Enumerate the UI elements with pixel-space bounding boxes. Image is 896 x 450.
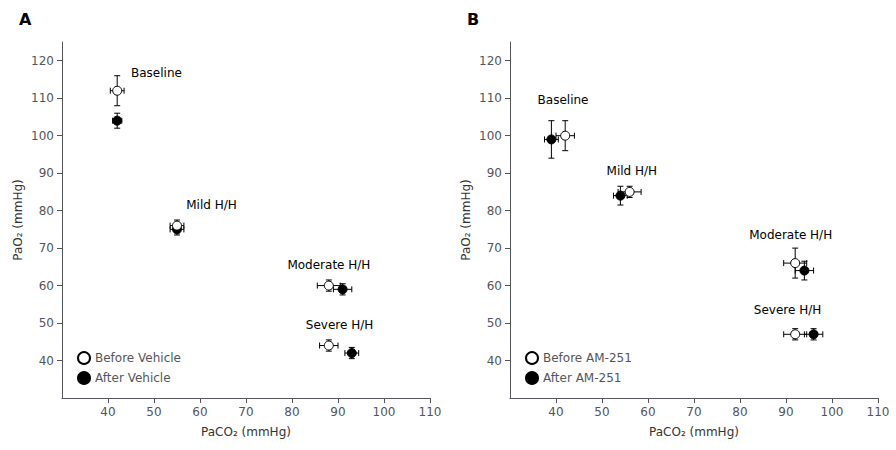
svg-text:70: 70 [686, 405, 701, 419]
svg-text:After Vehicle: After Vehicle [95, 371, 171, 385]
svg-text:PaCO₂ (mmHg): PaCO₂ (mmHg) [201, 425, 291, 439]
svg-text:PaO₂ (mmHg): PaO₂ (mmHg) [11, 179, 25, 261]
svg-text:90: 90 [778, 405, 793, 419]
svg-text:60: 60 [487, 279, 502, 293]
svg-text:120: 120 [479, 54, 502, 68]
svg-text:90: 90 [487, 166, 502, 180]
svg-text:Severe H/H: Severe H/H [754, 303, 821, 317]
svg-text:70: 70 [238, 405, 253, 419]
svg-text:70: 70 [39, 241, 54, 255]
svg-text:50: 50 [594, 405, 609, 419]
svg-text:60: 60 [192, 405, 207, 419]
svg-text:Mild H/H: Mild H/H [186, 198, 237, 212]
svg-text:100: 100 [479, 129, 502, 143]
svg-text:Before AM-251: Before AM-251 [543, 351, 632, 365]
svg-text:50: 50 [39, 316, 54, 330]
svg-text:Baseline: Baseline [538, 93, 589, 107]
svg-text:110: 110 [31, 91, 54, 105]
svg-text:80: 80 [732, 405, 747, 419]
svg-text:110: 110 [419, 405, 442, 419]
svg-text:80: 80 [487, 204, 502, 218]
svg-text:60: 60 [640, 405, 655, 419]
svg-text:40: 40 [39, 354, 54, 368]
svg-text:70: 70 [487, 241, 502, 255]
svg-text:Moderate H/H: Moderate H/H [287, 258, 370, 272]
svg-text:Mild H/H: Mild H/H [607, 164, 658, 178]
svg-text:80: 80 [284, 405, 299, 419]
svg-text:Baseline: Baseline [131, 66, 182, 80]
svg-text:50: 50 [487, 316, 502, 330]
svg-text:Moderate H/H: Moderate H/H [749, 228, 832, 242]
svg-text:80: 80 [39, 204, 54, 218]
svg-text:110: 110 [479, 91, 502, 105]
svg-text:60: 60 [39, 279, 54, 293]
svg-text:40: 40 [100, 405, 115, 419]
svg-text:Before Vehicle: Before Vehicle [95, 351, 181, 365]
svg-text:50: 50 [146, 405, 161, 419]
svg-text:100: 100 [821, 405, 844, 419]
svg-text:100: 100 [31, 129, 54, 143]
svg-text:B: B [467, 10, 479, 29]
svg-text:After AM-251: After AM-251 [543, 371, 621, 385]
svg-text:100: 100 [373, 405, 396, 419]
svg-text:A: A [19, 10, 32, 29]
svg-text:PaCO₂ (mmHg): PaCO₂ (mmHg) [649, 425, 739, 439]
svg-text:Severe H/H: Severe H/H [306, 318, 373, 332]
svg-text:PaO₂ (mmHg): PaO₂ (mmHg) [459, 179, 473, 261]
svg-text:120: 120 [31, 54, 54, 68]
svg-text:110: 110 [867, 405, 890, 419]
svg-text:90: 90 [39, 166, 54, 180]
svg-text:90: 90 [330, 405, 345, 419]
svg-text:40: 40 [487, 354, 502, 368]
svg-text:40: 40 [548, 405, 563, 419]
